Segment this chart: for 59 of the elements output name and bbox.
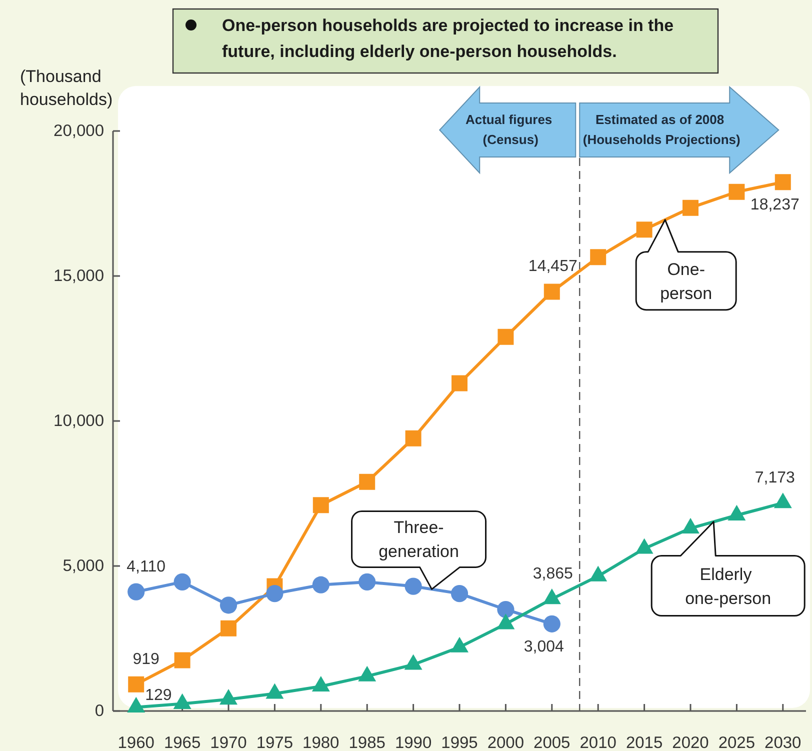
point [636, 222, 652, 238]
point [774, 174, 791, 190]
y-axis-title: (Thousand households) [20, 67, 113, 109]
data-label: 919 [132, 650, 160, 668]
x-tick-label: 1985 [348, 734, 386, 751]
annotation: Estimated as of 2008 (Households Projections) [582, 112, 740, 147]
y-tick-label: 15,000 [54, 267, 104, 285]
x-tick-label: 1965 [164, 734, 201, 751]
point [498, 328, 514, 345]
data-label: 7,173 [754, 469, 796, 486]
x-tick-label: 2000 [487, 734, 524, 751]
data-label: 18,237 [750, 196, 800, 214]
point [450, 585, 468, 602]
x-tick-label: 1975 [256, 734, 294, 751]
point [312, 576, 330, 594]
point [174, 652, 190, 668]
x-tick-label: 2030 [764, 734, 802, 751]
series-label: Elderly one-person [685, 564, 772, 608]
point [266, 585, 284, 602]
point [174, 573, 191, 590]
y-tick-label: 10,000 [54, 412, 104, 430]
x-tick-label: 2020 [672, 734, 709, 751]
x-tick-label: 1980 [302, 734, 340, 751]
y-tick-label: 0 [94, 702, 104, 720]
data-label: 14,457 [528, 258, 578, 276]
data-label: 3,865 [532, 565, 574, 582]
point [452, 375, 468, 392]
y-tick-label: 20,000 [54, 122, 104, 140]
x-tick-label: 2005 [534, 734, 570, 751]
series-label: One-person [660, 260, 712, 303]
chart-title: One-person households are projected to increase in the future, including elderly one-person households. [222, 16, 678, 61]
x-tick-label: 2010 [580, 734, 616, 751]
point [220, 620, 236, 636]
annotation: Actual figures (Census) [465, 112, 556, 147]
point [128, 583, 145, 600]
point [128, 676, 144, 692]
point [220, 596, 238, 614]
series-label: Three-generation [378, 518, 459, 562]
point [590, 249, 606, 266]
data-label: 129 [145, 686, 172, 704]
point [405, 430, 422, 446]
x-tick-label: 1995 [441, 734, 478, 751]
point [682, 200, 698, 216]
point [359, 474, 376, 490]
point [358, 573, 376, 590]
y-tick-label: 5,000 [62, 557, 104, 575]
x-tick-label: 2015 [626, 734, 663, 751]
x-tick-label: 1990 [394, 734, 432, 751]
point [544, 284, 560, 300]
x-tick-label: 1970 [210, 734, 247, 751]
data-label: 3,004 [524, 638, 564, 656]
data-label: 4,110 [126, 558, 166, 576]
point [543, 615, 560, 632]
x-tick-label: 2025 [718, 734, 756, 751]
x-tick-label: 1960 [118, 734, 154, 751]
point [497, 600, 514, 618]
point [728, 184, 745, 200]
point [312, 497, 329, 514]
point [404, 578, 422, 595]
